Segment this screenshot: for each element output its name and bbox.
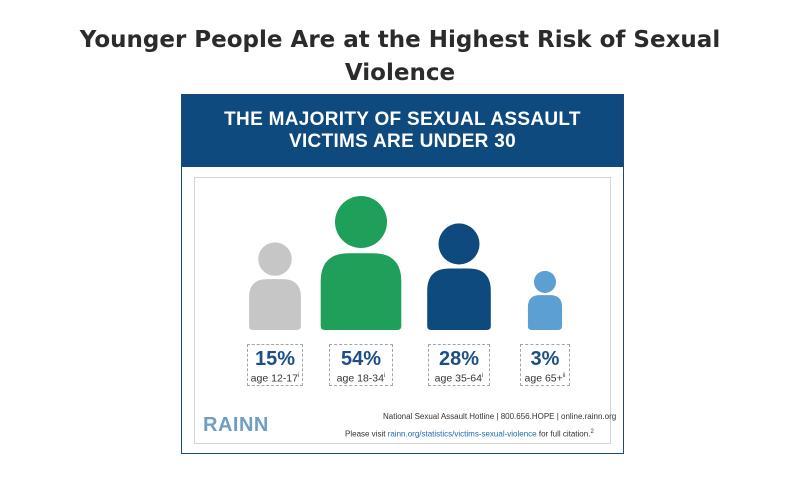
footnote-mark: ii xyxy=(562,373,566,379)
footer-citation-prefix: Please visit xyxy=(345,429,388,439)
person-body-1 xyxy=(320,253,402,330)
category-label: age 65+ii xyxy=(524,372,566,385)
infographic-card: THE MAJORITY OF SEXUAL ASSAULT VICTIMS A… xyxy=(181,94,624,454)
person-figure-0 xyxy=(249,242,301,330)
value-label-box: 54% age 18-34i xyxy=(329,344,393,386)
page-title: Younger People Are at the Highest Risk o… xyxy=(79,27,721,86)
banner-line-1: THE MAJORITY OF SEXUAL ASSAULT xyxy=(224,109,581,130)
rainn-logo: RAINN xyxy=(203,414,269,436)
person-head-3 xyxy=(533,270,557,293)
footer-hotline: National Sexual Assault Hotline | 800.65… xyxy=(383,412,617,421)
category-label: age 12-17i xyxy=(250,372,300,385)
person-head-2 xyxy=(438,223,480,265)
person-body-0 xyxy=(249,279,301,330)
footer-citation-suffix: for full citation. xyxy=(536,429,591,439)
pictogram-chart xyxy=(249,196,563,330)
person-body-3 xyxy=(527,295,563,330)
value-label: 28% xyxy=(438,348,480,370)
value-label: 54% xyxy=(340,348,382,370)
footnote-mark: i xyxy=(297,373,300,379)
person-figure-1 xyxy=(320,196,402,330)
footnote-mark: i xyxy=(383,373,386,379)
value-label-box: 28% age 35-64i xyxy=(428,344,490,386)
value-label: 3% xyxy=(530,348,560,370)
person-head-0 xyxy=(258,242,292,276)
person-figure-3 xyxy=(527,270,563,330)
citation-link[interactable]: rainn.org/statistics/victims-sexual-viol… xyxy=(387,429,537,439)
value-label-box: 15% age 12-17i xyxy=(247,344,303,386)
category-label: age 18-34i xyxy=(336,372,386,385)
infographic-banner: THE MAJORITY OF SEXUAL ASSAULT VICTIMS A… xyxy=(182,95,623,167)
footer-citation: Please visit rainn.org/statistics/victim… xyxy=(345,429,594,439)
footer-citation-sup: 2 xyxy=(590,429,594,435)
value-label: 15% xyxy=(254,348,296,370)
value-label-box: 3% age 65+ii xyxy=(520,344,570,386)
person-figure-2 xyxy=(427,223,491,330)
person-body-2 xyxy=(427,268,491,330)
chart-panel: 15% age 12-17i 54% age 18-34i 28% age 35-64i 3… xyxy=(194,177,616,444)
banner-line-2: VICTIMS ARE UNDER 30 xyxy=(289,131,516,152)
footnote-mark: i xyxy=(481,373,484,379)
person-head-1 xyxy=(335,196,387,248)
category-label: age 35-64i xyxy=(434,372,484,385)
